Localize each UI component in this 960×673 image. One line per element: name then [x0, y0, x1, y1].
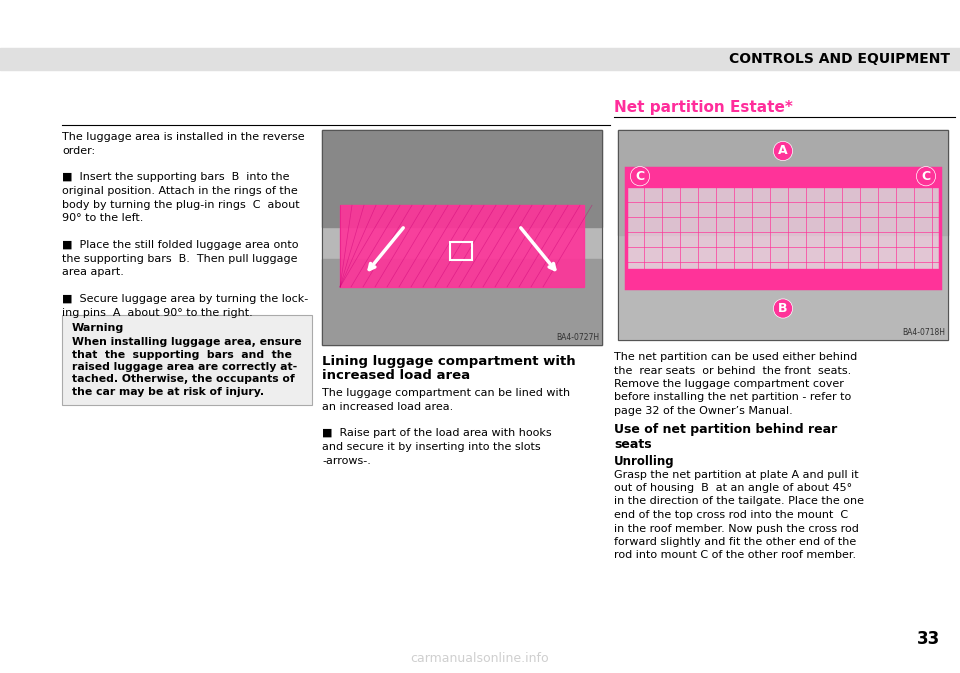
- Text: out of housing  B  at an angle of about 45°: out of housing B at an angle of about 45…: [614, 483, 852, 493]
- Text: The luggage compartment can be lined with: The luggage compartment can be lined wit…: [322, 388, 570, 398]
- Text: increased load area: increased load area: [322, 369, 470, 382]
- Text: tached. Otherwise, the occupants of: tached. Otherwise, the occupants of: [72, 374, 295, 384]
- Text: -arrows-.: -arrows-.: [322, 456, 371, 466]
- Text: the supporting bars  B.  Then pull luggage: the supporting bars B. Then pull luggage: [62, 254, 298, 264]
- Bar: [626, 168, 940, 186]
- Bar: [626, 269, 940, 287]
- Text: The net partition can be used either behind: The net partition can be used either beh…: [614, 352, 857, 362]
- Text: BA4-0727H: BA4-0727H: [556, 333, 599, 342]
- FancyBboxPatch shape: [62, 315, 312, 405]
- Text: that  the  supporting  bars  and  the: that the supporting bars and the: [72, 349, 292, 359]
- Text: page 32 of the Owner’s Manual.: page 32 of the Owner’s Manual.: [614, 406, 793, 416]
- Bar: [322, 259, 602, 345]
- Text: in the roof member. Now push the cross rod: in the roof member. Now push the cross r…: [614, 524, 859, 534]
- Text: ing pins  A  about 90° to the right.: ing pins A about 90° to the right.: [62, 308, 252, 318]
- Text: the  rear seats  or behind  the front  seats.: the rear seats or behind the front seats…: [614, 365, 852, 376]
- Text: body by turning the plug-in rings  C  about: body by turning the plug-in rings C abou…: [62, 199, 300, 209]
- Text: before installing the net partition - refer to: before installing the net partition - re…: [614, 392, 852, 402]
- Bar: [0, 48, 960, 70]
- Text: end of the top cross rod into the mount  C: end of the top cross rod into the mount …: [614, 510, 848, 520]
- Text: ■  Insert the supporting bars  B  into the: ■ Insert the supporting bars B into the: [62, 172, 290, 182]
- Text: carmanualsonline.info: carmanualsonline.info: [411, 652, 549, 665]
- Bar: [450, 242, 472, 260]
- Text: Use of net partition behind rear: Use of net partition behind rear: [614, 423, 837, 437]
- Text: Unrolling: Unrolling: [614, 456, 675, 468]
- Text: A: A: [779, 145, 788, 157]
- Text: original position. Attach in the rings of the: original position. Attach in the rings o…: [62, 186, 298, 196]
- Text: in the direction of the tailgate. Place the one: in the direction of the tailgate. Place …: [614, 497, 864, 507]
- Text: Warning: Warning: [72, 323, 124, 333]
- Text: ■  Place the still folded luggage area onto: ■ Place the still folded luggage area on…: [62, 240, 299, 250]
- Text: rod into mount C of the other roof member.: rod into mount C of the other roof membe…: [614, 551, 856, 561]
- Text: C: C: [636, 170, 644, 182]
- Text: 90° to the left.: 90° to the left.: [62, 213, 143, 223]
- Text: Remove the luggage compartment cover: Remove the luggage compartment cover: [614, 379, 844, 389]
- Text: Lining luggage compartment with: Lining luggage compartment with: [322, 355, 576, 368]
- Text: forward slightly and fit the other end of the: forward slightly and fit the other end o…: [614, 537, 856, 547]
- Text: raised luggage area are correctly at-: raised luggage area are correctly at-: [72, 362, 298, 372]
- Text: The luggage area is installed in the reverse: The luggage area is installed in the rev…: [62, 132, 304, 142]
- Text: ■  Raise part of the load area with hooks: ■ Raise part of the load area with hooks: [322, 429, 552, 439]
- Bar: [322, 130, 602, 345]
- Text: the car may be at risk of injury.: the car may be at risk of injury.: [72, 387, 264, 397]
- Bar: [618, 130, 948, 340]
- Text: ■  Secure luggage area by turning the lock-: ■ Secure luggage area by turning the loc…: [62, 294, 308, 304]
- Text: seats: seats: [614, 437, 652, 450]
- Text: area apart.: area apart.: [62, 267, 124, 277]
- Bar: [322, 130, 602, 345]
- Bar: [626, 168, 940, 287]
- Bar: [618, 130, 948, 340]
- Text: When installing luggage area, ensure: When installing luggage area, ensure: [72, 337, 301, 347]
- Bar: [340, 205, 584, 287]
- Bar: [626, 186, 940, 269]
- Text: Grasp the net partition at plate A and pull it: Grasp the net partition at plate A and p…: [614, 470, 858, 479]
- Text: C: C: [922, 170, 930, 182]
- Text: B: B: [779, 302, 788, 315]
- Text: CONTROLS AND EQUIPMENT: CONTROLS AND EQUIPMENT: [729, 52, 950, 66]
- Bar: [618, 130, 948, 235]
- Text: and secure it by inserting into the slots: and secure it by inserting into the slot…: [322, 442, 540, 452]
- Text: order:: order:: [62, 145, 95, 155]
- Bar: [322, 130, 602, 227]
- Text: BA4-0718H: BA4-0718H: [902, 328, 945, 337]
- Text: an increased load area.: an increased load area.: [322, 402, 453, 411]
- Text: 33: 33: [917, 630, 940, 648]
- Text: Net partition Estate*: Net partition Estate*: [614, 100, 793, 115]
